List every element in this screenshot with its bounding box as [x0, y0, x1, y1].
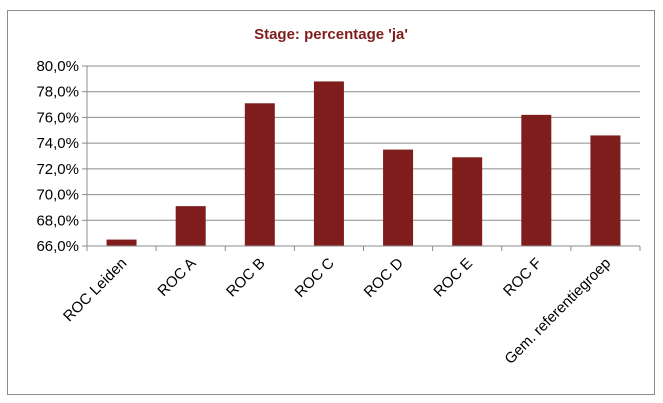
y-tick-label: 76,0%: [36, 109, 79, 126]
bar: [313, 81, 344, 246]
chart-title: Stage: percentage 'ja': [254, 26, 408, 43]
bar: [175, 206, 206, 246]
x-tick-label: ROC B: [223, 255, 269, 301]
y-tick-label: 78,0%: [36, 84, 79, 101]
y-tick-label: 72,0%: [36, 161, 79, 178]
x-tick-label: ROC A: [154, 255, 199, 300]
y-tick-label: 74,0%: [36, 135, 79, 152]
grid-lines: [82, 65, 640, 247]
x-tick-label: ROC D: [361, 255, 407, 301]
x-tick-labels: ROC Leiden ROC A ROC B ROC C ROC D ROC E ROC F…: [60, 255, 614, 368]
y-tick-label: 66,0%: [36, 238, 79, 255]
x-tick-label: ROC E: [430, 255, 476, 301]
axes: [86, 66, 641, 251]
bar: [244, 103, 275, 247]
bar: [590, 135, 621, 246]
x-tick-label: ROC Leiden: [60, 255, 130, 325]
y-tick-label: 80,0%: [36, 58, 79, 75]
y-tick-label: 68,0%: [36, 212, 79, 229]
bar: [106, 239, 137, 246]
bar: [521, 114, 552, 246]
bar: [383, 149, 414, 246]
y-tick-labels: 66,0% 68,0% 70,0% 72,0% 74,0% 76,0% 78,0% 80,0%: [36, 58, 79, 255]
x-tick-label: ROC C: [292, 255, 338, 301]
x-tick-label: ROC F: [500, 255, 545, 300]
bar: [452, 157, 483, 246]
y-tick-label: 70,0%: [36, 187, 79, 204]
bars: [106, 81, 621, 247]
